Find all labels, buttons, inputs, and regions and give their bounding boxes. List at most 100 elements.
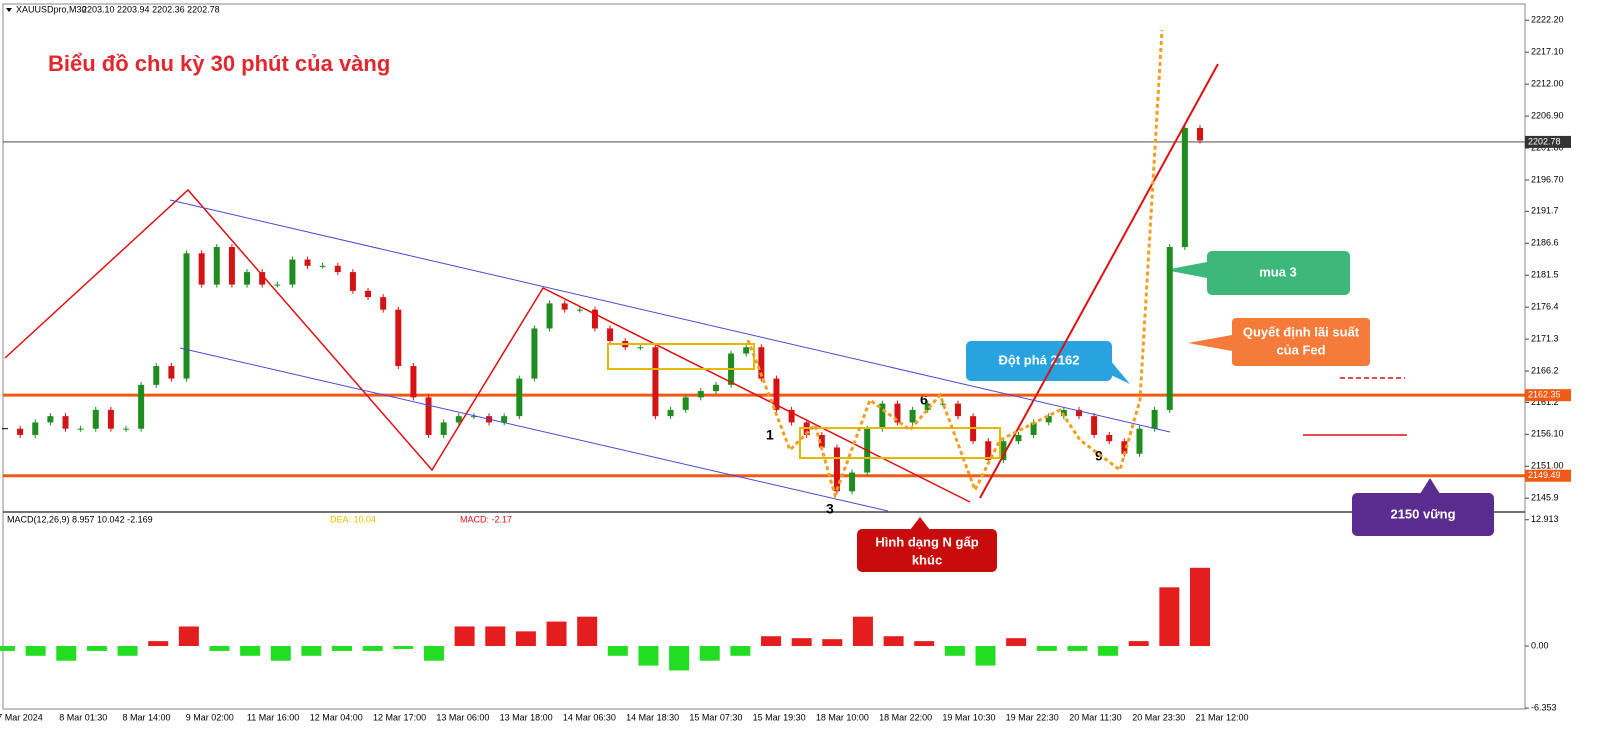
macd-bar <box>975 646 996 666</box>
candle <box>410 366 417 398</box>
candle <box>758 347 765 379</box>
x-tick-label: 9 Mar 02:00 <box>186 712 234 722</box>
price-tag: 2149.49 <box>1528 470 1561 480</box>
x-tick-label: 19 Mar 10:30 <box>942 712 995 722</box>
candle <box>712 384 719 392</box>
macd-bar <box>209 646 230 651</box>
macd-bar <box>638 646 659 666</box>
wave-number: 1 <box>766 427 774 443</box>
y-tick-label: 2206.90 <box>1531 110 1564 120</box>
y-tick-label: 2222.20 <box>1531 15 1564 25</box>
macd-bar <box>0 646 15 651</box>
candle <box>1181 128 1188 248</box>
chart-title: Biểu đồ chu kỳ 30 phút của vàng <box>48 51 390 76</box>
candle <box>561 303 568 310</box>
y-tick-label: 2145.9 <box>1531 493 1559 503</box>
wave-number: 3 <box>826 501 834 517</box>
candle <box>909 409 916 423</box>
macd-bar <box>546 621 567 647</box>
x-tick-label: 18 Mar 22:00 <box>879 712 932 722</box>
x-tick-label: 14 Mar 18:30 <box>626 712 679 722</box>
x-tick-label: 12 Mar 04:00 <box>310 712 363 722</box>
macd-bar <box>178 626 199 647</box>
candle <box>546 303 553 329</box>
channel-top <box>169 199 1171 433</box>
callout-pointer <box>1165 262 1207 278</box>
quote: 2203.10 2203.94 2202.36 2202.78 <box>82 4 220 14</box>
candle <box>924 403 931 410</box>
y-tick-label: 2161.2 <box>1531 397 1559 407</box>
macd-bar <box>332 646 353 651</box>
price-tag: 2202.78 <box>1528 136 1561 146</box>
macd-bar <box>669 646 690 671</box>
y-tick-label: 2166.2 <box>1531 365 1559 375</box>
candle <box>153 366 160 385</box>
macd-bar <box>822 639 843 647</box>
trend-line <box>979 63 1219 499</box>
candle <box>168 366 175 379</box>
dea-label: DEA: 10.04 <box>330 514 376 524</box>
callout <box>1232 318 1370 366</box>
candle <box>894 403 901 423</box>
candle <box>1151 409 1158 429</box>
price-tag: 2162.35 <box>1528 390 1561 400</box>
macd-bar <box>485 626 506 647</box>
candle <box>985 441 992 461</box>
candle <box>697 391 704 398</box>
macd-bar <box>944 646 965 656</box>
macd-label: MACD(12,26,9) 8.957 10.042 -2.169 <box>7 514 153 524</box>
macd-bar <box>1098 646 1119 656</box>
macd-bar <box>240 646 261 656</box>
macd-bar <box>577 616 598 647</box>
candle <box>274 284 281 286</box>
candle <box>244 272 251 285</box>
candle <box>516 378 523 417</box>
candle <box>849 472 856 492</box>
x-tick-label: 15 Mar 07:30 <box>689 712 742 722</box>
callout-text: Quyết định lãi suất <box>1243 324 1360 339</box>
x-tick-label: 20 Mar 11:30 <box>1069 712 1121 722</box>
drawings <box>4 29 1407 512</box>
candle <box>576 309 583 311</box>
candle <box>1075 409 1082 417</box>
x-tick-label: 12 Mar 17:00 <box>373 712 426 722</box>
candle <box>637 347 644 349</box>
candle <box>380 297 387 310</box>
macd-bar <box>117 646 138 656</box>
callout-text: 2150 vững <box>1390 506 1455 521</box>
macd-bar <box>270 646 291 661</box>
candle <box>425 397 432 435</box>
x-tick-label: 19 Mar 22:30 <box>1006 712 1059 722</box>
candle <box>1000 441 1007 461</box>
x-tick-label: 8 Mar 01:30 <box>59 712 107 722</box>
macd-bar <box>454 626 475 647</box>
macd-bar <box>423 646 444 661</box>
macd-bar <box>761 636 782 647</box>
candle <box>470 416 477 418</box>
callout-text: Hình dạng N gấp <box>875 534 978 549</box>
frame <box>2 3 1526 710</box>
candle <box>349 272 356 291</box>
macd-bar <box>148 641 169 647</box>
macd-bar <box>730 646 751 656</box>
callout-text: mua 3 <box>1259 264 1297 279</box>
zigzag <box>4 188 971 503</box>
candle <box>1136 428 1143 454</box>
macd-bar <box>1006 638 1027 647</box>
macd-bar <box>883 636 904 647</box>
x-tick-label: 21 Mar 12:00 <box>1195 712 1248 722</box>
macd-bar <box>1190 567 1210 647</box>
candle <box>682 397 689 410</box>
callout <box>857 529 997 572</box>
candle <box>652 347 659 417</box>
candle <box>879 403 886 429</box>
candle <box>1030 422 1037 435</box>
x-tick-label: 13 Mar 18:00 <box>500 712 553 722</box>
candle <box>183 253 190 379</box>
macd-bar <box>791 638 812 647</box>
y-tick-label: 2171.3 <box>1531 333 1559 343</box>
candle <box>501 416 508 423</box>
candle <box>289 259 296 285</box>
